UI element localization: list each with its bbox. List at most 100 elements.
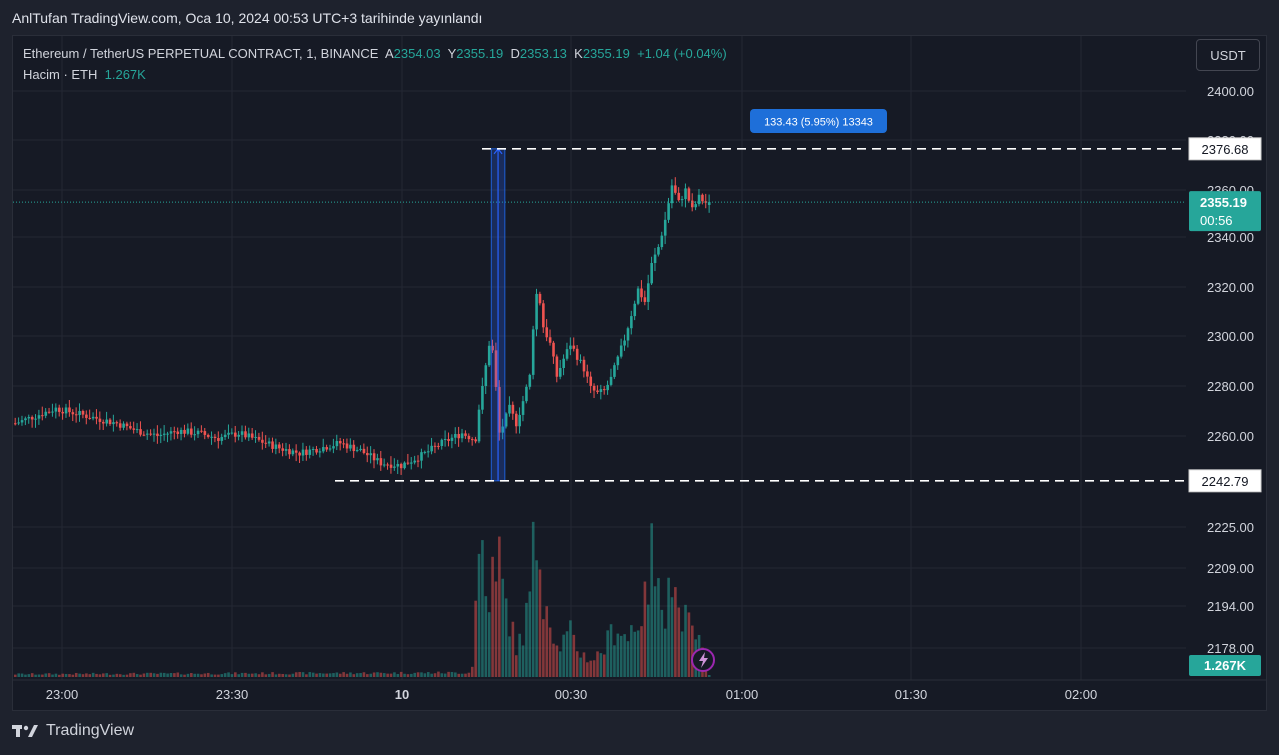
volume-bar-41 [152, 673, 156, 677]
candle-body-147 [511, 404, 515, 414]
candle-body-159 [552, 342, 555, 357]
candle-body-172 [596, 390, 599, 392]
volume-bar-8 [41, 674, 44, 677]
volume-bar-48 [176, 672, 180, 677]
candle-body-35 [132, 428, 136, 430]
candle-body-13 [58, 407, 61, 412]
volume-bar-33 [125, 674, 129, 677]
volume-bar-12 [54, 673, 58, 677]
volume-bar-66 [237, 674, 241, 677]
candle-body-24 [95, 416, 98, 419]
candle-body-89 [315, 449, 318, 453]
change-value: +1.04 (+0.04%) [637, 46, 727, 61]
volume-bar-22 [88, 674, 92, 677]
high-label: Y [447, 46, 457, 61]
candle-body-119 [416, 460, 420, 462]
candle-body-143 [498, 386, 501, 433]
volume-bar-57 [206, 672, 210, 677]
candle-body-173 [599, 389, 603, 392]
volume-bar-42 [156, 673, 159, 677]
candle-body-192 [663, 219, 667, 236]
volume-bar-180 [623, 634, 626, 677]
chart-pane[interactable] [12, 35, 1267, 711]
volume-bar-7 [37, 674, 41, 677]
candle-body-160 [555, 356, 559, 377]
candle-body-31 [118, 423, 122, 428]
volume-bar-171 [592, 660, 596, 677]
candle-body-78 [278, 444, 281, 449]
volume-bar-200 [691, 625, 694, 677]
volume-bar-3 [24, 674, 27, 677]
candle-body-142 [494, 350, 498, 387]
volume-bar-187 [646, 604, 650, 677]
candle-body-102 [359, 448, 362, 451]
volume-bar-111 [389, 673, 393, 677]
volume-bar-9 [44, 673, 48, 677]
volume-bar-54 [196, 673, 200, 677]
candle-body-179 [619, 345, 623, 357]
volume-bar-134 [467, 672, 471, 677]
candle-body-30 [115, 422, 119, 424]
price-axis: 2400.002380.002360.002340.002320.002300.… [1187, 36, 1266, 680]
volume-bar-44 [162, 672, 166, 677]
candle-body-156 [542, 303, 545, 328]
volume-bar-64 [230, 674, 234, 677]
candle-body-168 [582, 359, 586, 372]
footer-brand[interactable]: TradingView [12, 722, 134, 740]
candle-body-34 [129, 426, 132, 429]
price-tick-label: 2280.00 [1207, 379, 1254, 394]
candle-body-112 [393, 466, 396, 468]
volume-bar-75 [267, 673, 271, 677]
volume-label[interactable]: Hacim · ETH [23, 67, 98, 82]
volume-bar-152 [528, 591, 532, 677]
volume-bar-183 [633, 631, 637, 677]
close-value: 2355.19 [582, 46, 630, 61]
candle-body-188 [650, 263, 653, 284]
time-tick-label: 10 [395, 687, 409, 702]
volume-bar-144 [501, 578, 505, 677]
candle-body-201 [694, 204, 697, 208]
candle-body-94 [332, 446, 335, 449]
candle-body-50 [183, 429, 186, 434]
candle-body-36 [135, 429, 139, 431]
range-label: 133.43 (5.95%) 13343 [764, 117, 873, 129]
volume-bar-45 [166, 673, 169, 677]
volume-bar-196 [677, 607, 681, 677]
candle-body-43 [159, 434, 163, 436]
candle-body-125 [437, 445, 440, 447]
volume-bar-169 [586, 662, 589, 677]
candle-body-154 [535, 293, 538, 330]
volume-bar-159 [552, 643, 555, 677]
volume-bar-43 [159, 672, 163, 677]
volume-bar-5 [30, 673, 34, 677]
candle-body-29 [112, 422, 115, 425]
alert-bolt-glyph [699, 652, 708, 668]
candle-body-128 [447, 439, 450, 441]
candle-body-199 [687, 188, 691, 201]
candle-body-55 [200, 430, 203, 432]
candle-body-189 [653, 254, 657, 264]
candle-body-108 [379, 458, 383, 466]
volume-bar-131 [457, 673, 461, 677]
currency-button[interactable]: USDT [1196, 39, 1260, 71]
candle-body-183 [633, 303, 637, 317]
volume-bar-29 [112, 674, 115, 677]
volume-bar-108 [379, 672, 383, 677]
candle-body-10 [47, 411, 51, 413]
candle-body-62 [223, 434, 227, 438]
volume-bar-195 [674, 587, 677, 677]
symbol-title[interactable]: Ethereum / TetherUS PERPETUAL CONTRACT, … [23, 46, 379, 61]
candle-body-115 [403, 462, 406, 469]
volume-bar-84 [298, 671, 301, 677]
volume-bar-19 [78, 673, 81, 677]
candle-body-205 [707, 202, 711, 205]
volume-bar-185 [640, 626, 643, 677]
candle-body-132 [460, 433, 464, 439]
candle-body-126 [440, 439, 444, 447]
volume-bar-157 [545, 606, 549, 677]
candle-body-14 [61, 411, 64, 414]
volume-bar-142 [494, 581, 498, 677]
volume-bar-114 [399, 671, 403, 677]
volume-bar-59 [213, 674, 217, 677]
